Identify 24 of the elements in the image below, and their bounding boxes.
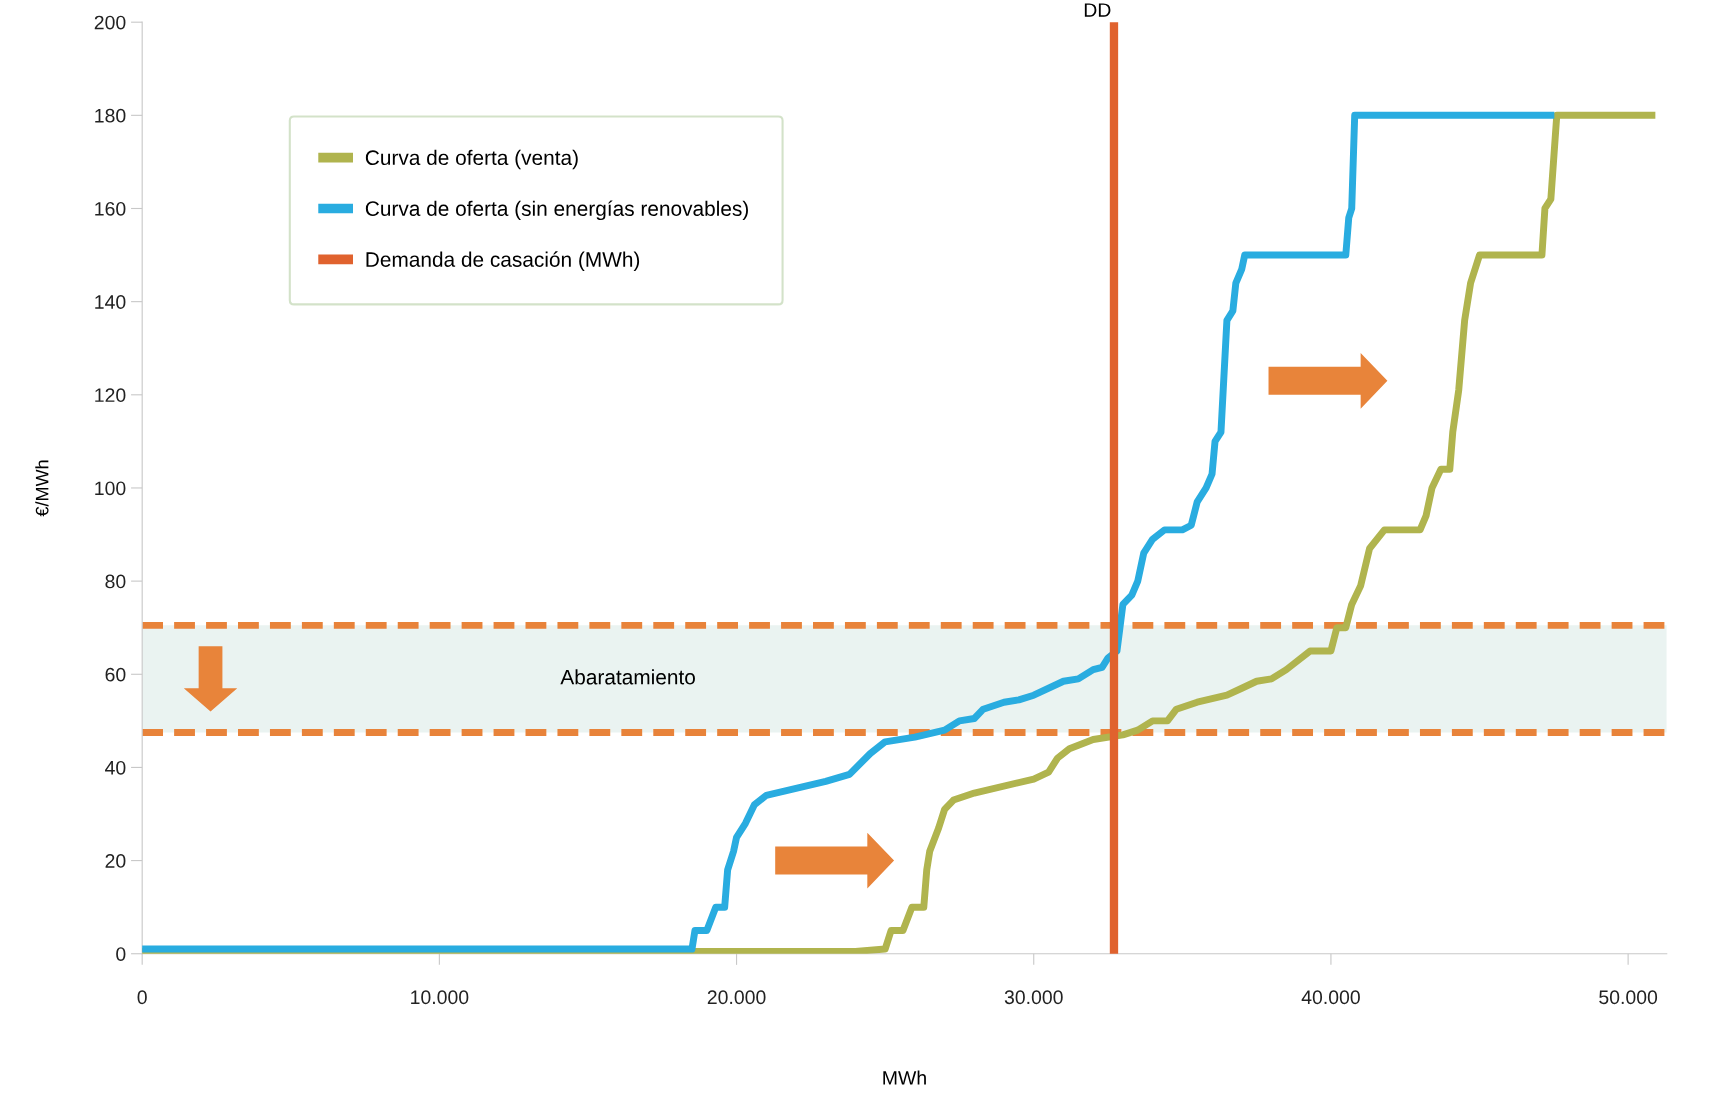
y-tick-label: 60 — [105, 667, 126, 682]
y-tick-label: 20 — [105, 854, 126, 868]
y-tick-label: 140 — [95, 295, 126, 309]
legend-label: Demanda de casación (MWh) — [366, 251, 640, 271]
annotation: DD — [1084, 3, 1111, 17]
x-tick-label: 30.000 — [1004, 990, 1063, 1005]
legend-label: Curva de oferta (sin energías renovables) — [365, 200, 748, 221]
y-tick-label: 120 — [95, 388, 126, 403]
legend-label: Curva de oferta (venta) — [365, 149, 578, 170]
x-tick-label: 10.000 — [411, 990, 469, 1005]
y-axis-title: €/MWh — [35, 460, 49, 517]
x-tick-label: 0 — [137, 990, 147, 1005]
x-tick-label: 50.000 — [1599, 990, 1658, 1005]
x-axis-title: MWh — [883, 1070, 926, 1085]
band-label: Abaratamiento — [560, 669, 695, 685]
y-tick-label: 200 — [94, 15, 126, 30]
y-tick-label: 100 — [95, 481, 126, 496]
x-tick-label: 20.000 — [707, 990, 766, 1005]
y-tick-label: 160 — [95, 201, 126, 216]
y-tick-label: 40 — [105, 760, 126, 775]
y-tick-label: 80 — [105, 574, 126, 589]
y-tick-label: 180 — [95, 108, 126, 123]
y-tick-label: 0 — [116, 947, 126, 961]
x-tick-label: 40.000 — [1301, 990, 1360, 1005]
